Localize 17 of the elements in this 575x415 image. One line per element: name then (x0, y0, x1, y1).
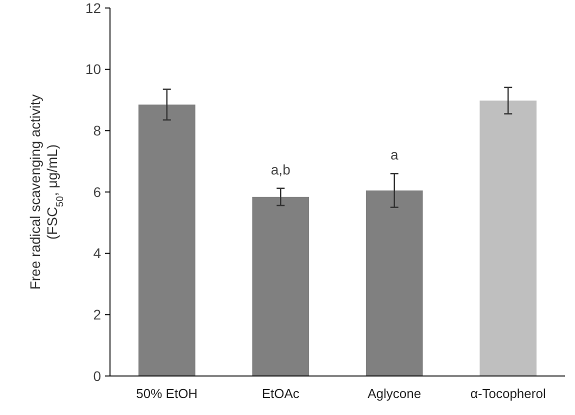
bar (366, 190, 423, 376)
x-tick-label: 50% EtOH (136, 386, 198, 401)
y-tick-label: 10 (85, 61, 102, 78)
y-tick-label: 12 (85, 0, 102, 16)
bar (480, 100, 537, 376)
bar (138, 104, 196, 376)
y-tick-label: 6 (93, 184, 102, 200)
annotation: a,b (270, 161, 291, 178)
y-tick-label: 4 (93, 245, 102, 262)
x-tick-label: Aglycone (368, 386, 422, 401)
y-tick-label: 8 (93, 122, 102, 139)
x-tick-label: α-Tocopherol (470, 386, 546, 401)
x-tick-label: EtOAc (262, 386, 300, 401)
bar (252, 196, 310, 376)
annotation: a (390, 146, 398, 163)
y-tick-label: 2 (93, 306, 102, 323)
y-tick-label: 0 (93, 368, 102, 384)
